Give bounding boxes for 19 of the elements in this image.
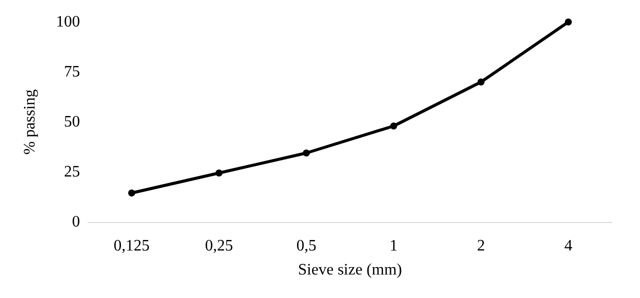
x-tick-label: 1	[390, 238, 398, 254]
x-tick-label: 0,125	[114, 238, 150, 254]
x-tick-label: 2	[477, 238, 485, 254]
y-tick-label: 100	[56, 14, 80, 30]
y-tick-label: 0	[72, 214, 80, 230]
point	[564, 18, 572, 26]
point	[216, 170, 222, 176]
y-tick-label: 75	[64, 64, 80, 80]
x-tick-label: 0,25	[205, 238, 233, 254]
point	[478, 78, 484, 86]
y-axis-title: % passing	[22, 89, 38, 155]
y-tick-label: 50	[64, 114, 80, 130]
point	[390, 122, 398, 130]
y-tick-label: 25	[64, 164, 80, 180]
x-axis-title: Sieve size (mm)	[298, 262, 402, 278]
x-tick-label: 4	[564, 238, 572, 254]
x-tick-label: 0,5	[296, 238, 316, 254]
point	[128, 190, 136, 196]
point	[302, 150, 310, 156]
